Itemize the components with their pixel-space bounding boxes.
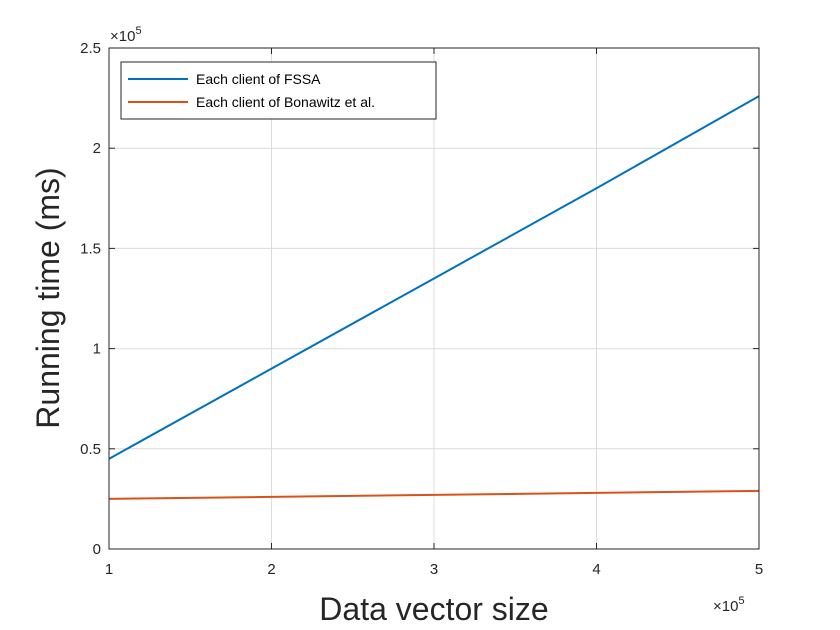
y-tick-label: 2.5	[80, 40, 101, 57]
y-axis-label: Running time (ms)	[30, 167, 66, 428]
legend-label-fssa: Each client of FSSA	[196, 71, 321, 87]
y-tick-label: 1.5	[80, 240, 101, 257]
legend-box	[120, 61, 437, 120]
x-axis-label: Data vector size	[319, 591, 548, 627]
series-layer	[108, 95, 760, 500]
x-exponent-base: ×10	[713, 598, 738, 615]
series-line-0	[108, 95, 760, 460]
legend-label-bonawitz: Each client of Bonawitz et al.	[196, 94, 375, 110]
y-tick-label: 2	[93, 140, 101, 157]
ticks: 1 2 3 4 5 0 0.5 1 1.5 2 2.5	[80, 40, 763, 578]
y-exponent-power: 5	[135, 25, 141, 37]
y-exponent: ×105	[110, 25, 142, 45]
series-line-1	[108, 489, 760, 500]
x-exponent-power: 5	[738, 595, 744, 607]
x-tick-label: 5	[755, 561, 763, 578]
x-tick-label: 4	[592, 561, 600, 578]
y-exponent-base: ×10	[110, 28, 135, 45]
x-tick-label: 3	[430, 561, 438, 578]
x-exponent: ×105	[713, 595, 745, 615]
y-tick-label: 0.5	[80, 441, 101, 458]
y-tick-label: 1	[93, 341, 101, 358]
x-tick-label: 2	[267, 561, 275, 578]
legend: Each client of FSSA Each client of Bonaw…	[120, 61, 437, 120]
y-tick-label: 0	[93, 541, 101, 558]
x-tick-label: 1	[105, 561, 113, 578]
